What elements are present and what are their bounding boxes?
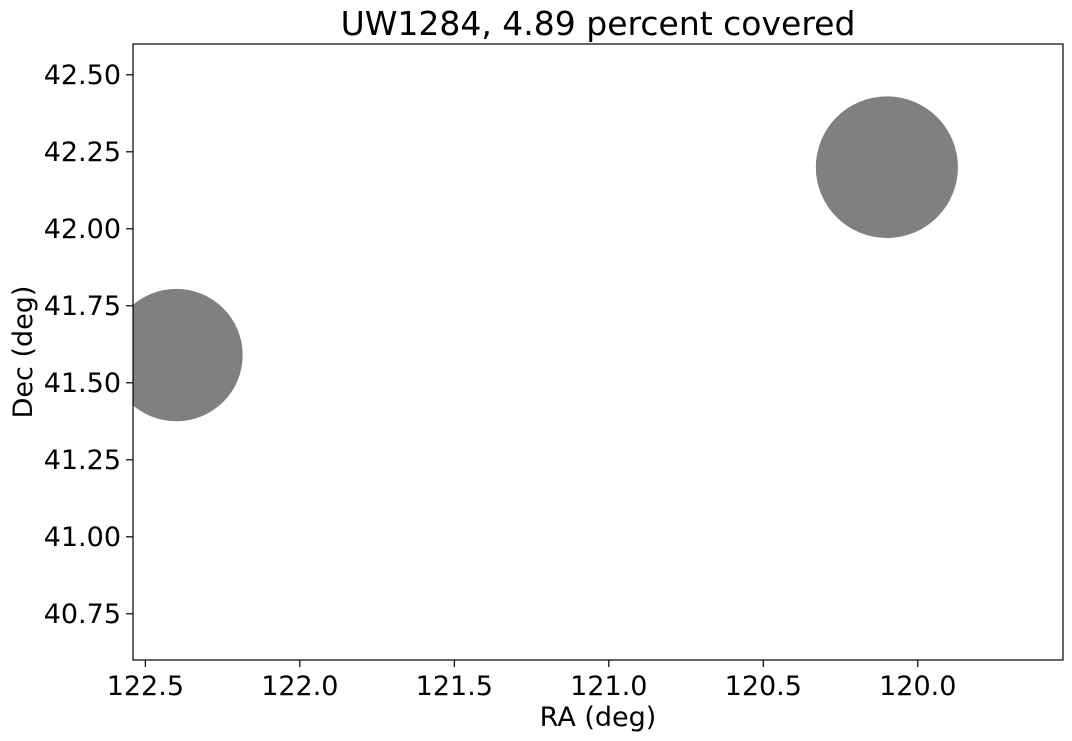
x-tick-label: 121.0: [570, 671, 647, 702]
x-tick-label: 121.5: [416, 671, 493, 702]
x-axis: 122.5 122.0 121.5 121.0 120.5 120.0: [107, 660, 956, 702]
plot-frame: [132, 43, 1064, 661]
x-axis-label: RA (deg): [540, 702, 657, 733]
points-layer: [133, 96, 958, 422]
y-axis: 40.75 41.00 41.25 41.50 41.75 42.00 42.25 42.50: [44, 60, 133, 630]
x-tick-label: 122.5: [107, 671, 184, 702]
y-axis-label: Dec (deg): [8, 286, 39, 419]
y-tick-label: 42.50: [44, 60, 121, 91]
coverage-circle-1: [133, 288, 243, 422]
y-tick-label: 41.25: [44, 445, 121, 476]
x-tick-label: 122.0: [261, 671, 338, 702]
coverage-circle-2: [815, 96, 958, 239]
x-tick-label: 120.0: [879, 671, 956, 702]
y-tick-label: 41.50: [44, 368, 121, 399]
chart-title: UW1284, 4.89 percent covered: [341, 4, 856, 43]
y-tick-label: 42.00: [44, 214, 121, 245]
y-tick-label: 40.75: [44, 599, 121, 630]
y-tick-label: 42.25: [44, 137, 121, 168]
x-tick-label: 120.5: [725, 671, 802, 702]
y-tick-label: 41.00: [44, 522, 121, 553]
y-tick-label: 41.75: [44, 291, 121, 322]
